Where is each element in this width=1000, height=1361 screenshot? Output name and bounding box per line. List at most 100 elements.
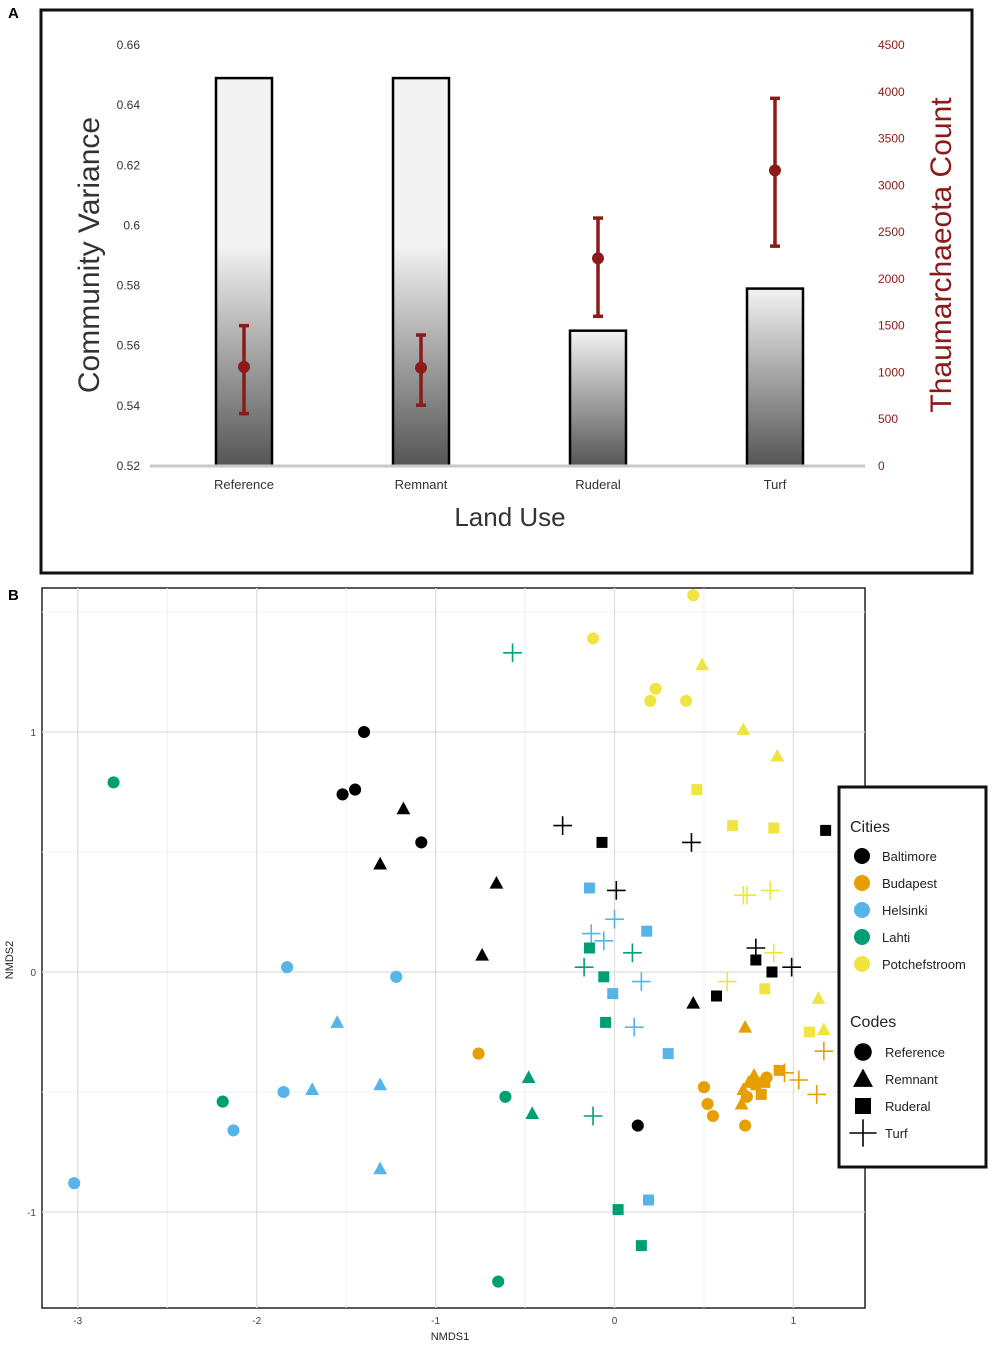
point-square xyxy=(596,836,608,848)
x-tick-label: Ruderal xyxy=(575,477,621,492)
point-square xyxy=(727,820,739,832)
y-axis-title: Community Variance xyxy=(73,117,106,393)
count-point xyxy=(592,252,604,265)
point-plus xyxy=(632,972,651,991)
point-triangle xyxy=(373,1161,388,1175)
x-axis-title: NMDS1 xyxy=(431,1331,470,1343)
point-square xyxy=(759,983,771,995)
point-square xyxy=(766,966,778,978)
bar xyxy=(568,329,628,468)
x-tick-label: 1 xyxy=(791,1316,797,1327)
point-plus xyxy=(782,957,801,977)
x-tick-label: -2 xyxy=(252,1316,261,1327)
legend-item-city: Budapest xyxy=(882,876,937,891)
point-circle xyxy=(680,694,693,707)
point-triangle xyxy=(736,722,751,736)
point-circle xyxy=(277,1085,290,1099)
point-triangle xyxy=(686,995,701,1009)
x-axis-title: Land Use xyxy=(454,502,565,532)
point-square xyxy=(768,822,780,834)
y-tick-label: 0.58 xyxy=(117,279,141,293)
legend-key-circle xyxy=(854,929,870,945)
x-tick-label: Remnant xyxy=(395,477,448,492)
point-plus xyxy=(623,943,642,963)
legend-item-code: Reference xyxy=(885,1045,945,1060)
point-plus xyxy=(789,1070,809,1090)
y-tick-label: 0.54 xyxy=(117,399,141,413)
x-tick-label: -3 xyxy=(73,1316,82,1327)
point-square xyxy=(820,824,832,836)
point-circle xyxy=(687,589,700,602)
x-tick-label: -1 xyxy=(431,1316,440,1327)
point-plus xyxy=(574,957,594,977)
point-plus xyxy=(682,833,701,852)
plot-area xyxy=(41,587,866,1309)
y2-tick-label: 4000 xyxy=(878,85,905,99)
legend-item-code: Remnant xyxy=(885,1072,938,1087)
legend-item-code: Turf xyxy=(885,1126,908,1141)
y-tick-label: -1 xyxy=(27,1208,36,1219)
y-tick-label: 0.62 xyxy=(117,158,141,172)
legend-item-city: Potchefstroom xyxy=(882,957,966,972)
point-plus xyxy=(849,1119,877,1147)
point-square xyxy=(755,1088,767,1100)
point-triangle xyxy=(525,1106,540,1120)
point-circle xyxy=(336,788,349,801)
point-circle xyxy=(697,1081,711,1094)
y-tick-label: 0.6 xyxy=(123,218,140,232)
point-plus xyxy=(764,943,784,963)
point-circle xyxy=(499,1090,512,1103)
x-tick-label: Turf xyxy=(764,477,787,492)
legend: Cities Baltimore Budapest Helsinki Lahti Potc… xyxy=(837,785,988,1169)
point-triangle xyxy=(373,856,388,870)
y-tick-label: 0 xyxy=(30,968,36,979)
point-square xyxy=(759,1076,771,1088)
legend-key-circle xyxy=(854,848,870,864)
point-circle xyxy=(587,632,600,645)
point-circle xyxy=(415,836,428,849)
point-square xyxy=(643,1194,655,1206)
bar xyxy=(391,76,451,468)
y-tick-label: 0.56 xyxy=(117,339,141,353)
legend-item-city: Baltimore xyxy=(882,849,937,864)
bar xyxy=(745,287,805,468)
y2-tick-label: 1500 xyxy=(878,319,905,333)
point-circle xyxy=(472,1047,485,1060)
point-square xyxy=(662,1048,674,1060)
point-plus xyxy=(594,931,614,951)
point-triangle xyxy=(521,1070,536,1084)
point-square xyxy=(598,971,610,983)
point-circle xyxy=(631,1119,644,1132)
point-triangle xyxy=(396,801,411,815)
y2-tick-label: 500 xyxy=(878,412,898,426)
bar-chart-panel-a: 0.66 0.64 0.62 0.6 0.58 0.56 0.54 0.52 4500 4000 3… xyxy=(73,38,958,532)
point-square xyxy=(750,1079,762,1091)
point-plus xyxy=(814,1041,834,1061)
count-point xyxy=(238,360,250,373)
point-plus xyxy=(583,1106,603,1126)
point-circle xyxy=(706,1109,719,1123)
point-square xyxy=(600,1016,612,1028)
legend-item-code: Ruderal xyxy=(885,1099,931,1114)
y-tick-label: 1 xyxy=(30,728,36,739)
point-triangle xyxy=(734,1096,749,1110)
panel-a-label: A xyxy=(8,5,19,22)
legend-title-codes: Codes xyxy=(850,1014,896,1031)
legend-item-city: Helsinki xyxy=(882,903,928,918)
point-plus xyxy=(503,643,522,663)
point-circle xyxy=(854,1043,872,1061)
point-plus xyxy=(717,972,737,991)
point-square xyxy=(773,1064,785,1076)
point-square xyxy=(804,1026,816,1038)
x-tick-label: 0 xyxy=(612,1316,618,1327)
point-square xyxy=(583,882,595,894)
panel-b-label: B xyxy=(8,587,19,604)
point-triangle xyxy=(305,1082,320,1096)
point-plus xyxy=(807,1085,827,1104)
scatter-chart-panel-b: -3 -2 -1 0 1 1 0 -1 NMDS1 NMDS2 Cities Baltimore Bud… xyxy=(4,587,988,1343)
point-triangle xyxy=(330,1015,345,1028)
point-plus xyxy=(606,881,626,900)
y2-tick-label: 3000 xyxy=(878,178,905,192)
point-plus xyxy=(737,885,757,905)
